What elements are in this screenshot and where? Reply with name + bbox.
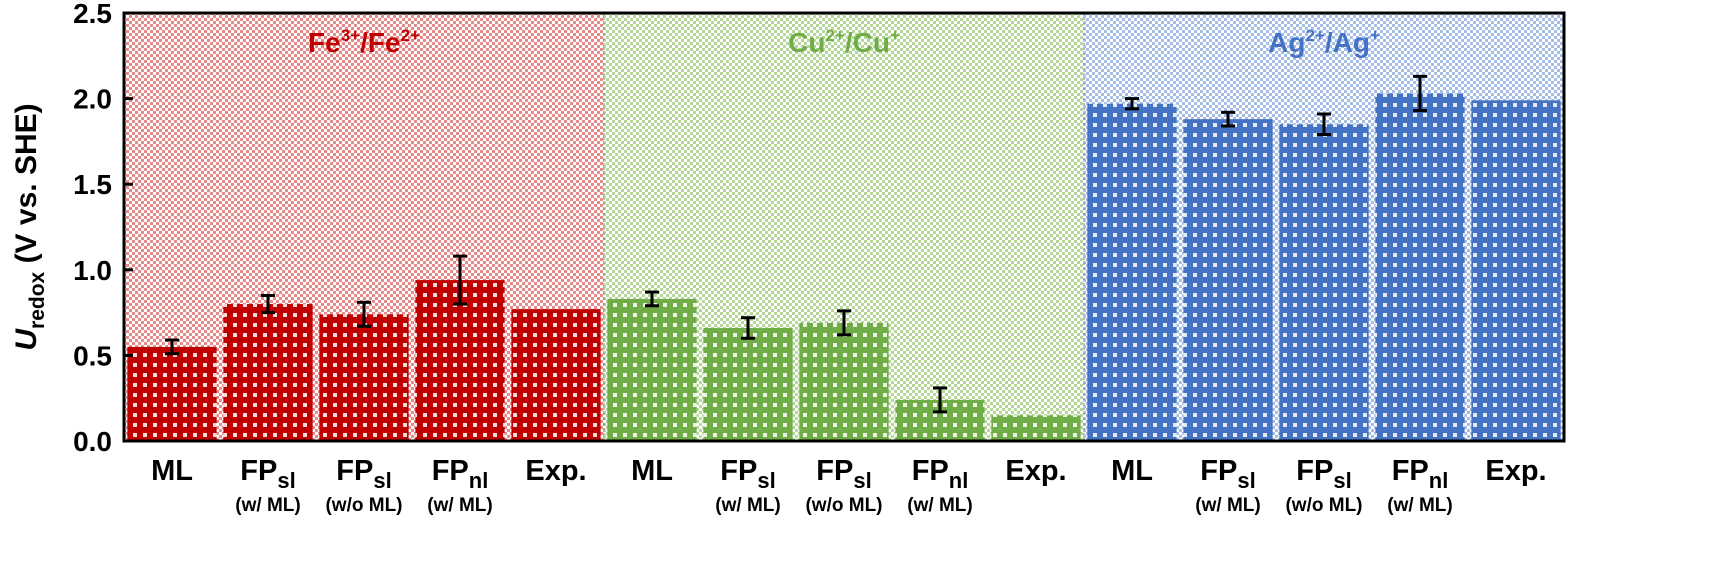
category-label: ML [151,455,193,487]
category-label: ML [631,455,673,487]
bar [415,280,505,441]
group-label: Ag2+/Ag+ [1268,26,1380,58]
labels: Fe3+/Fe2+ML FPsl(w/ ML)FPsl(w/o ML)FPnl(w… [10,0,1547,516]
category-note: (w/ ML) [1387,495,1452,516]
category-label: FPnl [1392,455,1449,493]
y-tick-label: 1.5 [73,169,112,200]
y-tick-label: 0.0 [73,426,112,457]
category-label: FPsl [816,455,871,493]
bar [319,314,409,441]
category-label: FPsl [720,455,775,493]
category-note: (w/ ML) [235,495,300,516]
category-note: (w/o ML) [1285,495,1362,516]
category-label: FPsl [1200,455,1255,493]
y-axis-label: Uredox (V vs. SHE) [10,103,49,350]
bar [1471,100,1561,441]
category-note: (w/o ML) [325,495,402,516]
category-label: FPnl [912,455,969,493]
y-tick-label: 2.0 [73,84,112,115]
bar [127,346,217,441]
plot-frame [122,11,1566,443]
category-label: FPsl [336,455,391,493]
category-note: (w/ ML) [907,495,972,516]
y-tick-label: 2.5 [73,0,112,29]
bar [607,298,697,441]
bar [1183,119,1273,442]
group-label: Fe3+/Fe2+ [308,26,420,58]
category-label: ML [1111,455,1153,487]
axes [122,11,1566,443]
category-note: (w/ ML) [715,495,780,516]
bar [1375,93,1465,442]
category-label: Exp. [525,455,586,487]
category-label: Exp. [1005,455,1066,487]
bar [703,328,793,441]
category-note: (w/o ML) [805,495,882,516]
y-tick-label: 1.0 [73,255,112,286]
bar [1279,124,1369,441]
category-label: FPsl [240,455,295,493]
category-note: (w/ ML) [427,495,492,516]
bar [1087,103,1177,442]
bar [223,304,313,441]
group-label: Cu2+/Cu+ [788,26,900,58]
category-label: FPnl [432,455,489,493]
bar [511,309,601,441]
bars [127,93,1561,442]
category-note: (w/ ML) [1195,495,1260,516]
bar [799,322,889,441]
category-label: Exp. [1485,455,1546,487]
y-tick-label: 0.5 [73,340,112,371]
category-label: FPsl [1296,455,1351,493]
bar [991,415,1081,441]
error-bars [165,74,1427,414]
